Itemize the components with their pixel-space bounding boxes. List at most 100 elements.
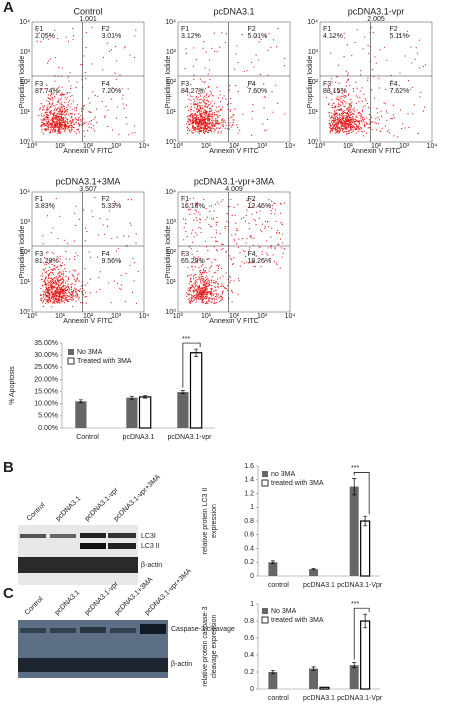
flow-dot	[339, 109, 341, 111]
flow-dot	[59, 279, 61, 281]
flow-dot	[201, 275, 204, 278]
flow-dot	[188, 246, 191, 248]
flow-dot	[46, 296, 48, 298]
quadrant-name: F1	[35, 26, 43, 33]
flow-dot	[250, 198, 252, 200]
flow-dot	[48, 276, 50, 278]
flow-dot	[52, 273, 55, 275]
flow-dot	[264, 220, 267, 222]
flow-dot	[191, 125, 194, 127]
flow-dot	[260, 265, 262, 268]
flow-dot	[200, 296, 202, 299]
flow-dot	[332, 117, 334, 119]
flow-dot	[408, 35, 410, 37]
flow-dot	[64, 123, 66, 125]
flow-dot	[193, 236, 195, 238]
flow-dot	[367, 44, 369, 47]
flow-dot	[213, 258, 215, 260]
flow-dot	[69, 95, 71, 98]
flow-dot	[64, 96, 66, 98]
flow-dot	[193, 274, 195, 276]
flow-dot	[193, 299, 195, 301]
flow-dot	[69, 72, 71, 74]
flow-dot	[249, 201, 252, 203]
flow-dot	[202, 127, 204, 129]
flow-dot	[62, 278, 65, 280]
flow-dot	[41, 125, 43, 128]
flow-dot	[83, 130, 85, 132]
flow-dot	[43, 279, 46, 281]
flow-dot	[48, 60, 50, 62]
flow-dot	[43, 123, 45, 125]
flow-dot	[68, 289, 71, 291]
flow-dot	[205, 291, 207, 293]
flow-dot	[59, 115, 61, 118]
flow-dot	[84, 267, 86, 270]
flow-dot	[358, 120, 361, 122]
flow-dot	[281, 223, 284, 226]
flow-dot	[212, 116, 214, 118]
flow-dot	[80, 120, 82, 122]
flow-dot	[58, 113, 60, 115]
flow-dot	[221, 106, 224, 108]
flow-dot	[59, 295, 61, 297]
significance-label: ***	[351, 465, 359, 472]
flow-dot	[345, 128, 347, 130]
flow-dot	[276, 232, 278, 234]
flow-dot	[206, 288, 208, 290]
flow-dot	[71, 283, 73, 285]
flow-dot	[361, 100, 363, 102]
flow-dot	[199, 295, 201, 298]
flow-dot	[49, 34, 51, 37]
lane-label: pcDNA3.1	[54, 589, 82, 617]
flow-dot	[60, 283, 62, 285]
flow-dot	[237, 61, 239, 64]
flow-dot	[348, 108, 350, 110]
flow-dot	[63, 127, 65, 129]
flow-dot	[400, 128, 403, 130]
flow-dot	[340, 125, 342, 127]
flow-dot	[204, 287, 206, 290]
flow-dot	[345, 102, 347, 104]
flow-dot	[78, 218, 81, 220]
flow-dot	[125, 272, 127, 275]
flow-dot	[209, 122, 211, 124]
flow-dot	[59, 99, 62, 101]
flow-dot	[121, 88, 123, 90]
flow-dot	[52, 124, 54, 126]
flow-dot	[195, 273, 197, 276]
flow-dot	[202, 278, 205, 280]
flow-dot	[330, 121, 333, 123]
flow-dot	[220, 298, 222, 300]
flow-dot	[222, 275, 224, 277]
flow-dot	[50, 112, 52, 114]
flow-dot	[50, 125, 52, 127]
flow-dot	[205, 271, 207, 274]
y-tick-label: 10⁴	[307, 19, 318, 26]
flow-dot	[63, 292, 65, 295]
flow-dot	[58, 286, 60, 289]
flow-dot	[76, 118, 78, 121]
flow-dot	[205, 125, 207, 127]
flow-dot	[222, 199, 224, 201]
flow-dot	[68, 122, 70, 124]
flow-dot	[196, 98, 199, 101]
flow-dot	[208, 59, 210, 61]
y-tick-label: 10²	[308, 79, 319, 86]
flow-dot	[329, 131, 331, 134]
flow-dot	[343, 124, 345, 126]
flow-dot	[346, 81, 348, 83]
flow-dot	[50, 113, 52, 115]
flow-dot	[218, 264, 220, 266]
flow-dot	[349, 107, 351, 109]
flow-dot	[51, 273, 53, 275]
flow-dot	[252, 104, 254, 106]
flow-dot	[376, 129, 378, 131]
flow-dot	[331, 98, 333, 101]
flow-dot	[42, 123, 44, 126]
flow-dot	[211, 105, 213, 108]
flow-dot	[46, 299, 49, 301]
flow-dot	[236, 45, 238, 47]
flow-dot	[57, 87, 59, 89]
flow-dot	[54, 105, 56, 107]
